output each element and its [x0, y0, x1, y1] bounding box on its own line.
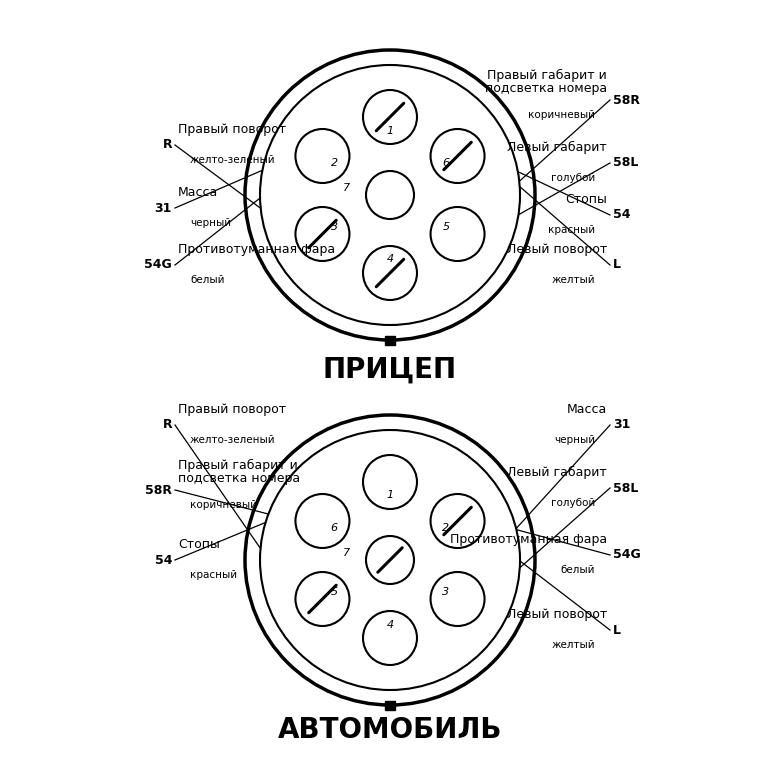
Text: белый: белый [561, 565, 595, 575]
Circle shape [260, 430, 520, 690]
Text: 58L: 58L [613, 156, 638, 169]
Text: подсветка номера: подсветка номера [178, 472, 300, 485]
Text: черный: черный [554, 435, 595, 445]
Text: Левый поворот: Левый поворот [507, 243, 607, 256]
Text: коричневый: коричневый [190, 500, 257, 510]
Bar [385, 335, 395, 345]
Text: Правый габарит и: Правый габарит и [488, 69, 607, 82]
Text: 3: 3 [442, 587, 449, 597]
Circle shape [296, 207, 349, 261]
Text: Правый габарит и: Правый габарит и [178, 459, 298, 472]
Circle shape [296, 494, 349, 548]
Text: 7: 7 [343, 548, 350, 558]
Text: 5: 5 [442, 222, 449, 232]
Text: Левый поворот: Левый поворот [507, 608, 607, 621]
Text: желтый: желтый [551, 640, 595, 650]
Text: АВТОМОБИЛЬ: АВТОМОБИЛЬ [278, 716, 502, 744]
Text: Стопы: Стопы [566, 193, 607, 206]
Circle shape [363, 90, 417, 144]
Circle shape [366, 536, 414, 584]
Text: Противотуманная фара: Противотуманная фара [450, 533, 607, 546]
Text: 58R: 58R [145, 483, 172, 496]
Circle shape [431, 572, 484, 626]
Text: 54: 54 [154, 553, 172, 566]
Text: голубой: голубой [551, 173, 595, 183]
Text: Масса: Масса [178, 186, 218, 199]
Text: 5: 5 [331, 587, 338, 597]
Text: Левый габарит: Левый габарит [507, 141, 607, 154]
Text: 7: 7 [343, 183, 350, 193]
Text: 31: 31 [613, 418, 630, 432]
Text: желтый: желтый [551, 275, 595, 285]
Circle shape [431, 129, 484, 183]
Circle shape [431, 207, 484, 261]
Bar [385, 701, 395, 710]
Text: 6: 6 [442, 158, 449, 168]
Text: Левый габарит: Левый габарит [507, 466, 607, 479]
Circle shape [366, 171, 414, 219]
Text: красный: красный [190, 570, 237, 580]
Text: Стопы: Стопы [178, 538, 220, 551]
Circle shape [431, 494, 484, 548]
Text: Масса: Масса [567, 403, 607, 416]
Text: коричневый: коричневый [528, 110, 595, 120]
Text: белый: белый [190, 275, 225, 285]
Circle shape [363, 611, 417, 665]
Text: Правый поворот: Правый поворот [178, 123, 286, 136]
Text: 54G: 54G [613, 549, 640, 562]
Text: 54: 54 [613, 209, 630, 222]
Text: желто-зеленый: желто-зеленый [190, 155, 275, 165]
Text: 6: 6 [331, 523, 338, 533]
Text: 31: 31 [154, 201, 172, 215]
Text: 58R: 58R [613, 93, 640, 106]
Text: 1: 1 [386, 125, 394, 136]
Text: 58L: 58L [613, 481, 638, 495]
Text: подсветка номера: подсветка номера [485, 82, 607, 95]
Text: ПРИЦЕП: ПРИЦЕП [323, 356, 457, 384]
Text: красный: красный [548, 225, 595, 235]
Circle shape [363, 455, 417, 509]
Text: L: L [613, 623, 621, 637]
Text: голубой: голубой [551, 498, 595, 508]
Circle shape [260, 65, 520, 325]
Text: черный: черный [190, 218, 231, 228]
Text: 2: 2 [442, 523, 449, 533]
Circle shape [363, 246, 417, 300]
Text: 3: 3 [331, 222, 338, 232]
Text: 4: 4 [386, 619, 394, 629]
Text: Правый поворот: Правый поворот [178, 403, 286, 416]
Text: 4: 4 [386, 254, 394, 264]
Text: R: R [162, 418, 172, 432]
Text: 1: 1 [386, 490, 394, 500]
Text: 54G: 54G [144, 259, 172, 272]
Text: Противотуманная фара: Противотуманная фара [178, 243, 335, 256]
Text: желто-зеленый: желто-зеленый [190, 435, 275, 445]
Text: R: R [162, 138, 172, 152]
Text: L: L [613, 259, 621, 272]
Text: 2: 2 [331, 158, 338, 168]
Circle shape [296, 572, 349, 626]
Circle shape [296, 129, 349, 183]
